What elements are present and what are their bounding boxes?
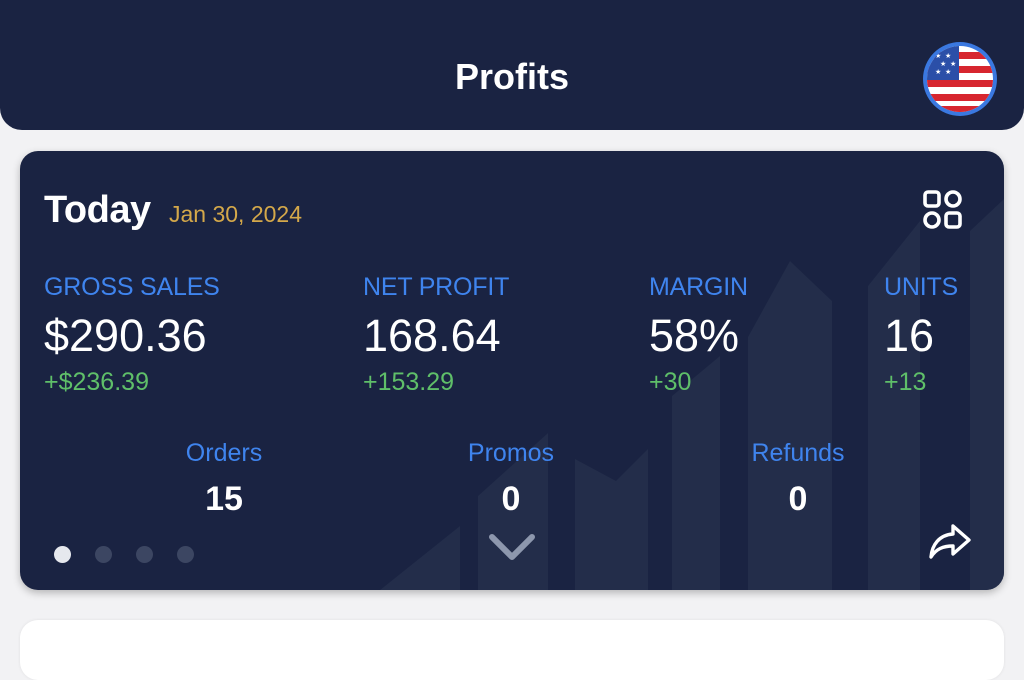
- page-indicator: [54, 546, 194, 563]
- submetric-refunds[interactable]: Refunds 0: [698, 439, 898, 519]
- page-dot-3[interactable]: [136, 546, 153, 563]
- metric-value: 16: [884, 310, 935, 361]
- svg-text:★: ★: [945, 52, 951, 60]
- metric-value: 168.64: [363, 310, 501, 361]
- submetric-label: Orders: [185, 439, 263, 467]
- page-title: Profits: [454, 56, 569, 97]
- metric-label: NET PROFIT: [363, 273, 510, 301]
- submetric-promos[interactable]: Promos 0: [411, 439, 611, 519]
- growth-chart-watermark: [380, 199, 1004, 590]
- country-selector-button[interactable]: ★ ★ ★ ★ ★ ★: [923, 42, 997, 116]
- metric-value: 58%: [649, 310, 740, 361]
- submetric-value: 15: [205, 480, 243, 518]
- next-card: [20, 620, 1004, 680]
- page-dot-2[interactable]: [95, 546, 112, 563]
- page-dot-1[interactable]: [54, 546, 71, 563]
- svg-text:★: ★: [940, 60, 946, 68]
- metric-margin[interactable]: MARGIN 58% +30: [649, 273, 748, 397]
- card-date: Jan 30, 2024: [169, 201, 303, 227]
- metric-delta: +153.29: [363, 368, 455, 396]
- metric-delta: +30: [649, 368, 692, 396]
- chevron-down-icon[interactable]: [486, 529, 538, 565]
- submetric-value: 0: [501, 480, 521, 518]
- metric-gross-sales[interactable]: GROSS SALES $290.36 +$236.39: [44, 273, 220, 397]
- metric-label: GROSS SALES: [44, 273, 220, 301]
- svg-text:★: ★: [950, 60, 956, 68]
- grid-view-icon[interactable]: [920, 187, 966, 233]
- metric-net-profit[interactable]: NET PROFIT 168.64 +153.29: [363, 273, 509, 397]
- svg-text:★: ★: [935, 52, 941, 60]
- share-icon[interactable]: [927, 521, 973, 561]
- svg-text:★: ★: [935, 68, 941, 76]
- metric-delta: +13: [884, 368, 927, 396]
- metric-delta: +$236.39: [44, 368, 149, 396]
- submetric-orders[interactable]: Orders 15: [124, 439, 324, 519]
- app-header: Profits ★ ★ ★ ★ ★ ★: [0, 0, 1024, 130]
- metric-value: $290.36: [44, 310, 207, 361]
- page-dot-4[interactable]: [177, 546, 194, 563]
- metric-label: MARGIN: [649, 273, 748, 301]
- card-title: Today: [44, 189, 151, 231]
- metric-units[interactable]: UNITS 16 +13: [884, 273, 958, 397]
- submetric-label: Promos: [467, 439, 555, 467]
- svg-text:★: ★: [945, 68, 951, 76]
- us-flag-icon: ★ ★ ★ ★ ★ ★: [927, 46, 993, 112]
- metric-label: UNITS: [884, 273, 959, 301]
- submetric-label: Refunds: [751, 439, 845, 467]
- today-summary-card: Today Jan 30, 2024 GROSS SALES $290.36 +…: [20, 151, 1004, 590]
- submetric-value: 0: [788, 480, 808, 518]
